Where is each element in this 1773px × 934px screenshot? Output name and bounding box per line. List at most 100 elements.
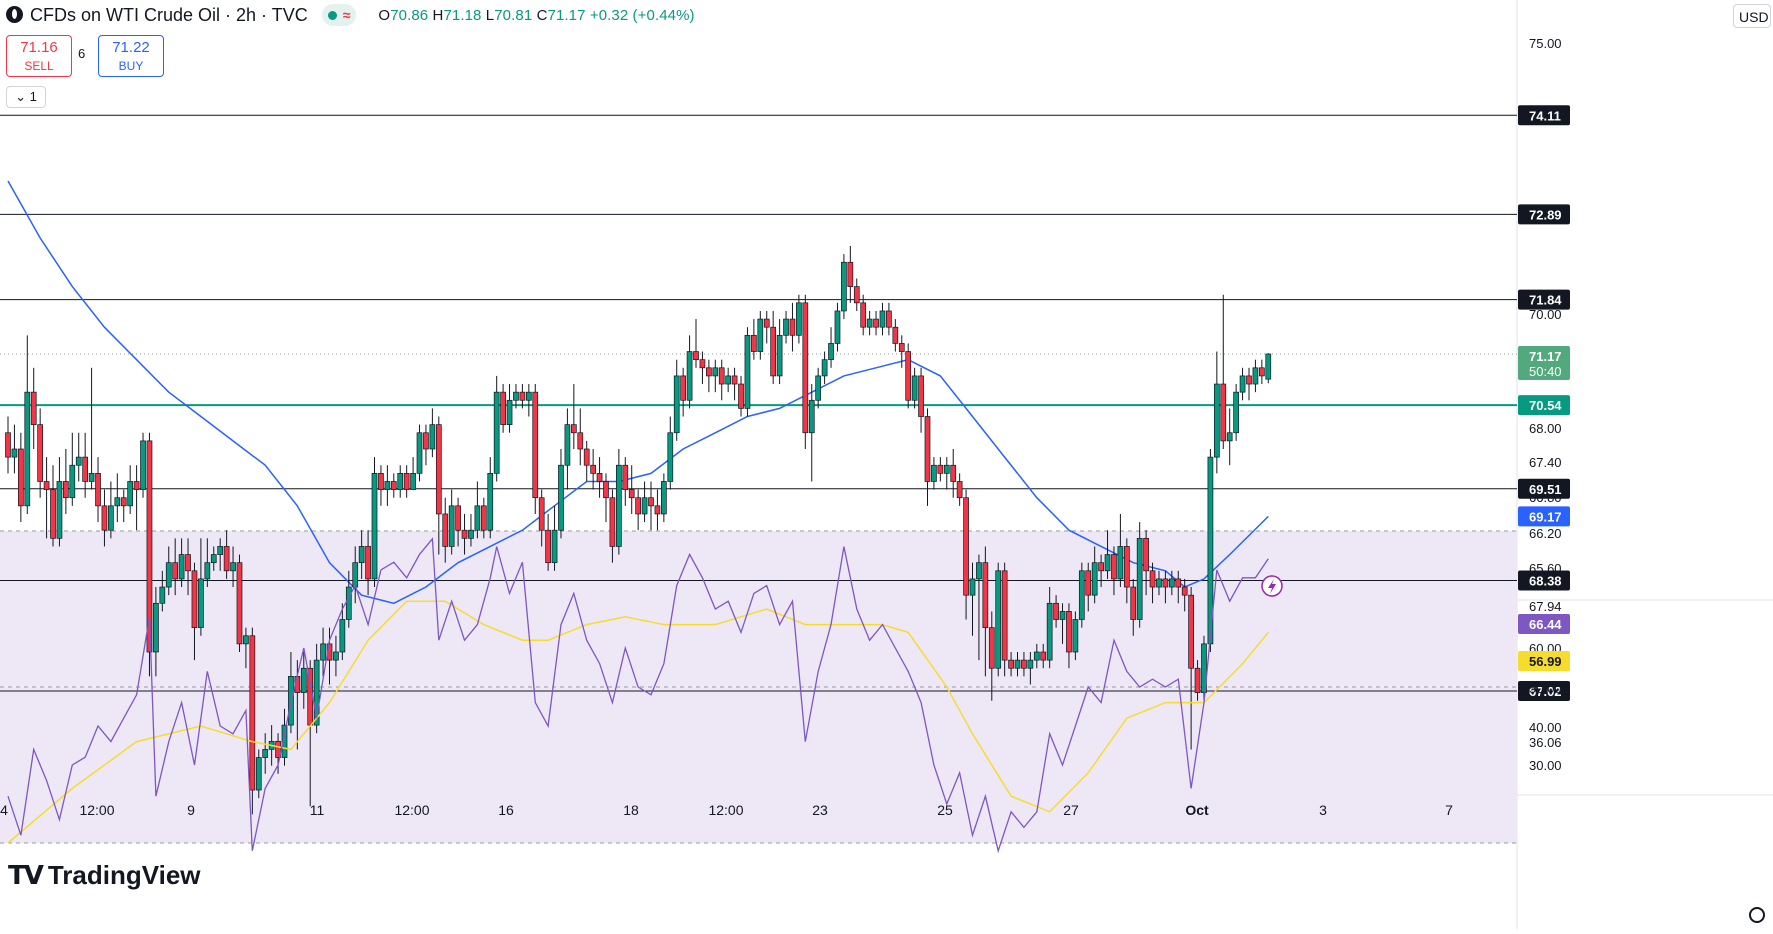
candle-body — [1181, 586, 1188, 596]
time-tick-label: 11 — [310, 802, 325, 818]
candle-body — [808, 399, 815, 434]
candle-body — [879, 310, 886, 328]
candle-body — [1117, 546, 1124, 580]
symbol-title[interactable]: CFDs on WTI Crude Oil · 2h · TVC — [30, 4, 308, 25]
rsi-tick-label: 67.94 — [1529, 599, 1562, 614]
candle-body — [847, 261, 854, 287]
candle-body — [718, 367, 725, 385]
candle-body — [744, 334, 751, 409]
candle-body — [577, 432, 584, 450]
candle-body — [995, 570, 1002, 669]
candle-body — [1239, 375, 1246, 393]
candle-body — [69, 464, 76, 499]
candle-body — [455, 505, 461, 531]
sell-button[interactable]: 71.16 SELL — [6, 35, 72, 77]
rsi-badge-rsi_ma — [1518, 651, 1570, 671]
candle-body — [352, 562, 359, 588]
candle-body — [75, 456, 82, 466]
candle-body — [50, 489, 56, 539]
buy-button[interactable]: 71.22 BUY — [98, 35, 164, 77]
price-badge-label: 71.17 — [1529, 349, 1562, 364]
candle-body — [706, 367, 712, 377]
candle-body — [1207, 456, 1214, 645]
currency-label: USD — [1739, 9, 1769, 25]
candle-body — [680, 375, 687, 401]
candle-body — [1072, 619, 1079, 653]
candle-body — [1130, 586, 1137, 620]
market-status-pill[interactable]: ≈ — [321, 4, 357, 26]
candle-body — [1213, 383, 1220, 458]
candle-body — [950, 464, 957, 482]
market-open-dot-icon — [327, 10, 337, 20]
candle-body — [95, 473, 101, 507]
candle-body — [1098, 562, 1104, 572]
candle-body — [230, 562, 236, 572]
candle-body — [525, 391, 532, 401]
candle-body — [416, 432, 423, 474]
price-badge-level — [1518, 570, 1570, 591]
candle-body — [43, 481, 50, 490]
candle-body — [236, 562, 243, 645]
candle-body — [1143, 537, 1149, 572]
candle-body — [339, 619, 346, 653]
candle-body — [1053, 602, 1059, 620]
candle-body — [583, 448, 590, 466]
time-tick-label: 25 — [937, 802, 953, 818]
candle-body — [551, 529, 558, 564]
candle-body — [866, 318, 873, 328]
rsi-tick-label: 50.00 — [1529, 681, 1562, 696]
candle-body — [751, 334, 757, 352]
candle-body — [789, 318, 796, 336]
candle-body — [731, 375, 738, 385]
low-value: 70.81 — [494, 6, 533, 24]
candle-body — [1046, 602, 1053, 661]
candle-body — [262, 749, 269, 758]
candle-body — [538, 497, 545, 531]
candle-body — [11, 448, 18, 458]
price-badge-support — [1518, 395, 1570, 416]
price-tick-label: 70.00 — [1529, 307, 1562, 322]
candle-body — [140, 440, 146, 490]
candle-body — [345, 586, 352, 620]
candle-body — [397, 473, 404, 490]
candle-body — [558, 464, 564, 531]
currency-select[interactable]: USD⌄ — [1733, 4, 1773, 28]
price-badge-ma — [1518, 506, 1570, 527]
price-badge-label: 69.17 — [1529, 509, 1562, 524]
candle-body — [802, 302, 809, 434]
candle-body — [461, 529, 468, 539]
price-tick-label: 68.00 — [1529, 421, 1562, 436]
candle-body — [545, 529, 551, 564]
brand-name: TradingView — [47, 860, 201, 890]
candle-body — [1104, 554, 1111, 572]
candle-body — [127, 481, 134, 507]
candle-body — [1265, 353, 1272, 380]
candle-body — [763, 318, 770, 328]
gear-icon[interactable] — [1749, 907, 1765, 923]
candle-body — [1091, 562, 1098, 596]
candle-body — [641, 497, 648, 515]
candle-body — [1136, 537, 1143, 620]
indicator-collapse-button[interactable]: ⌄ 1 — [6, 86, 46, 108]
candle-body — [365, 546, 371, 580]
candle-body — [82, 456, 89, 482]
candle-body — [1252, 367, 1259, 385]
tradingview-logo[interactable]: 𝗧𝗩 TradingView — [8, 860, 201, 891]
candle-body — [1085, 570, 1092, 596]
candle-body — [853, 286, 860, 304]
symbol-logo-icon — [6, 6, 23, 23]
candle-body — [513, 391, 519, 401]
rsi-badge-rsi — [1518, 614, 1570, 634]
candle-body — [654, 505, 661, 515]
candle-body — [738, 383, 744, 409]
candle-body — [590, 464, 596, 474]
candle-body — [371, 473, 378, 580]
candle-body — [37, 424, 44, 482]
candle-body — [1168, 578, 1175, 588]
close-value: 71.17 — [547, 6, 586, 24]
price-badge-level — [1518, 105, 1570, 126]
candle-body — [956, 481, 963, 499]
price-badge-level — [1518, 680, 1570, 701]
